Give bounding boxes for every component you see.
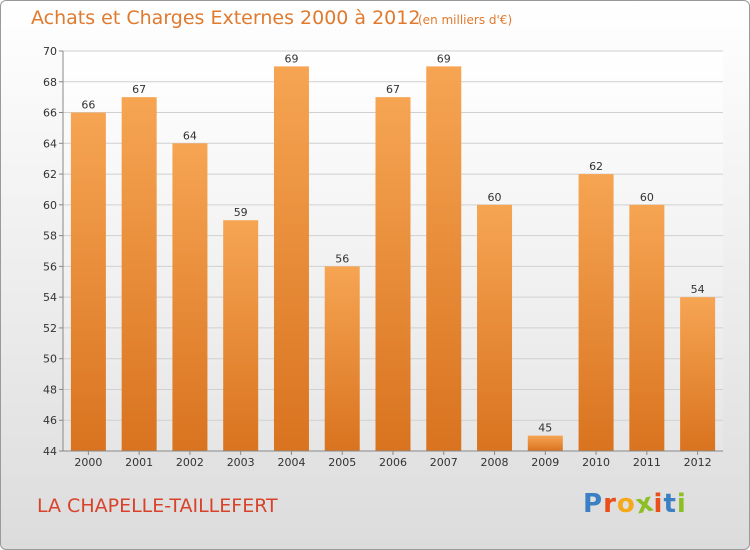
chart-title: Achats et Charges Externes 2000 à 2012 <box>31 7 421 29</box>
data-label-2007: 69 <box>437 52 451 65</box>
data-label-2008: 60 <box>488 191 502 204</box>
bar-2006 <box>375 97 411 452</box>
y-tick-label: 62 <box>43 168 57 181</box>
chart-subtitle: (en milliers d'€) <box>418 13 513 27</box>
y-tick-label: 54 <box>43 291 57 304</box>
logo-letter: i <box>653 489 664 519</box>
logo-letter: t <box>663 489 677 519</box>
y-tick-label: 64 <box>43 137 57 150</box>
data-label-2000: 66 <box>81 99 95 112</box>
data-label-2011: 60 <box>640 191 654 204</box>
x-tick-label-2008: 2008 <box>481 456 509 469</box>
x-tick-label-2012: 2012 <box>684 456 712 469</box>
x-tick-label-2003: 2003 <box>227 456 255 469</box>
bar-2005 <box>324 266 360 451</box>
y-tick-label: 68 <box>43 76 57 89</box>
x-tick-label-2004: 2004 <box>277 456 305 469</box>
logo-letter: i <box>676 489 687 519</box>
data-label-2003: 59 <box>234 206 248 219</box>
bar-2000 <box>70 112 106 452</box>
y-tick-label: 46 <box>43 414 57 427</box>
y-tick-label: 50 <box>43 353 57 366</box>
bar-2010 <box>578 174 614 452</box>
x-tick-label-2002: 2002 <box>176 456 204 469</box>
bar-2002 <box>172 143 208 452</box>
x-tick-label-2001: 2001 <box>125 456 153 469</box>
y-tick-label: 52 <box>43 322 57 335</box>
bar-2008 <box>477 204 513 451</box>
x-tick-label-2010: 2010 <box>582 456 610 469</box>
data-label-2009: 45 <box>538 422 552 435</box>
y-tick-label: 70 <box>43 45 57 58</box>
bar-2004 <box>273 66 309 451</box>
x-tick-label-2005: 2005 <box>328 456 356 469</box>
x-tick-label-2011: 2011 <box>633 456 661 469</box>
proxiti-logo: Proxiti <box>583 487 687 520</box>
y-tick-label: 44 <box>43 445 57 458</box>
bar-2001 <box>121 97 157 452</box>
logo-letter: r <box>603 489 617 519</box>
data-label-2010: 62 <box>589 160 603 173</box>
x-tick-label-2006: 2006 <box>379 456 407 469</box>
y-tick-label: 58 <box>43 230 57 243</box>
y-tick-label: 48 <box>43 383 57 396</box>
bar-2009 <box>527 435 563 451</box>
data-label-2005: 56 <box>335 252 349 265</box>
logo-letter: o <box>616 489 636 519</box>
data-label-2006: 67 <box>386 83 400 96</box>
data-label-2001: 67 <box>132 83 146 96</box>
bar-2007 <box>426 66 462 451</box>
x-tick-label-2009: 2009 <box>531 456 559 469</box>
bar-2012 <box>680 297 716 451</box>
data-label-2002: 64 <box>183 129 197 142</box>
commune-name: LA CHAPELLE-TAILLEFERT <box>37 495 278 517</box>
y-tick-label: 66 <box>43 107 57 120</box>
x-tick-label-2000: 2000 <box>74 456 102 469</box>
bar-2003 <box>223 220 259 451</box>
logo-letter: P <box>583 489 604 519</box>
data-label-2012: 54 <box>691 283 705 296</box>
y-tick-label: 60 <box>43 199 57 212</box>
y-tick-label: 56 <box>43 260 57 273</box>
x-tick-label-2007: 2007 <box>430 456 458 469</box>
data-label-2004: 69 <box>284 52 298 65</box>
bar-2011 <box>629 204 665 451</box>
